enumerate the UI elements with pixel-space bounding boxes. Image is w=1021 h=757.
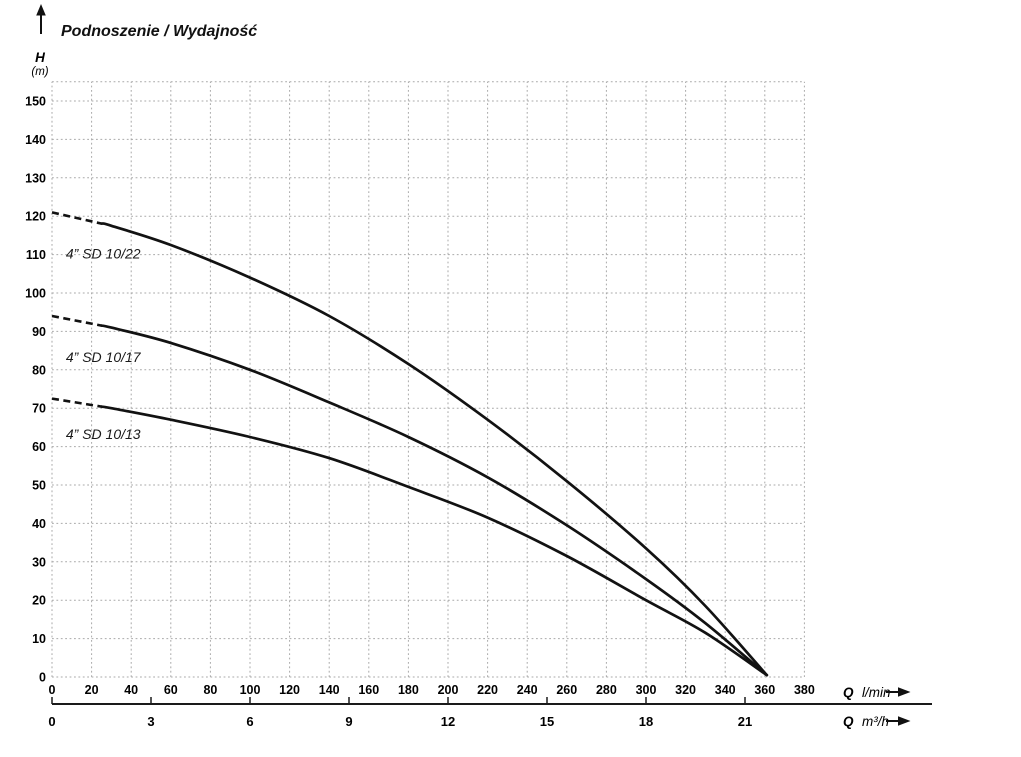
x-tick-label-m3h: 21 <box>738 714 752 729</box>
x-tick-label-lmin: 160 <box>358 683 379 697</box>
x-tick-label-lmin: 380 <box>794 683 815 697</box>
svg-text:Q l/min: Q l/min <box>843 684 890 701</box>
x-tick-label-lmin: 80 <box>203 683 217 697</box>
y-tick-label: 20 <box>32 594 46 608</box>
up-arrow-icon <box>36 4 46 16</box>
right-arrow-icon <box>898 716 911 726</box>
y-tick-label: 140 <box>25 133 46 147</box>
y-tick-label: 120 <box>25 210 46 224</box>
y-axis-title: H (m) <box>31 50 48 78</box>
grid <box>51 81 805 678</box>
x-axis-secondary-unit: Q m³/h <box>843 713 911 730</box>
pump-curve <box>100 222 769 677</box>
y-tick-label: 30 <box>32 555 46 569</box>
x-tick-label-lmin: 240 <box>517 683 538 697</box>
x-tick-labels-lmin: 0 20 40 60 80 100 120 140 160 180 200 220 240 260 280 3… <box>49 683 815 697</box>
curve-dashed-segment <box>51 397 102 408</box>
x-tick-labels-m3h: 0 3 6 9 12 15 18 21 <box>48 714 752 729</box>
y-tick-label: 50 <box>32 479 46 493</box>
x-axis-primary-unit: Q l/min <box>843 684 911 701</box>
x-tick-label-lmin: 0 <box>49 683 56 697</box>
y-tick-label: 100 <box>25 287 46 301</box>
pump-curve <box>100 405 769 677</box>
x-tick-label-m3h: 6 <box>246 714 253 729</box>
y-axis-symbol: H <box>35 50 45 65</box>
x-tick-label-lmin: 100 <box>240 683 261 697</box>
curve-label: 4” SD 10/22 <box>66 245 141 261</box>
x-tick-label-m3h: 9 <box>345 714 352 729</box>
x-tick-label-m3h: 12 <box>441 714 455 729</box>
x-tick-label-lmin: 40 <box>124 683 138 697</box>
x1-unit-text: l/min <box>862 685 891 700</box>
pump-curves <box>51 211 769 677</box>
curve-dashed-segment <box>51 211 102 225</box>
y-axis-unit: (m) <box>31 66 48 78</box>
y-tick-label: 80 <box>32 363 46 377</box>
secondary-axis <box>51 697 932 705</box>
y-tick-label: 110 <box>26 248 46 262</box>
curve-label: 4” SD 10/17 <box>66 349 142 365</box>
x-tick-label-lmin: 360 <box>754 683 775 697</box>
x-tick-label-lmin: 260 <box>556 683 577 697</box>
x-tick-label-m3h: 15 <box>540 714 554 729</box>
y-tick-label: 130 <box>25 171 46 185</box>
x-tick-label-lmin: 60 <box>164 683 178 697</box>
y-tick-label: 90 <box>32 325 46 339</box>
curve-labels: 4” SD 10/22 4” SD 10/17 4” SD 10/13 <box>66 245 142 441</box>
x2-unit-symbol: Q <box>843 714 854 729</box>
x-tick-label-lmin: 320 <box>675 683 696 697</box>
y-tick-labels: 0 10 20 30 40 50 60 70 80 90 100 110 120 130 140 150 <box>25 95 46 685</box>
y-tick-label: 70 <box>32 402 46 416</box>
y-tick-label: 40 <box>32 517 46 531</box>
x-tick-label-lmin: 200 <box>438 683 459 697</box>
x-tick-label-m3h: 0 <box>48 714 55 729</box>
x-tick-label-lmin: 180 <box>398 683 419 697</box>
pump-curve <box>100 324 769 677</box>
x-tick-label-m3h: 18 <box>639 714 653 729</box>
right-arrow-icon <box>898 687 911 697</box>
y-tick-label: 10 <box>32 632 46 646</box>
x-tick-label-lmin: 120 <box>279 683 300 697</box>
x-tick-label-lmin: 300 <box>636 683 657 697</box>
x-tick-label-lmin: 220 <box>477 683 498 697</box>
y-tick-label: 60 <box>32 440 46 454</box>
y-tick-label: 0 <box>39 671 46 685</box>
x-tick-label-lmin: 340 <box>715 683 736 697</box>
chart-header: Podnoszenie / Wydajność <box>36 4 257 40</box>
x-tick-label-lmin: 140 <box>319 683 340 697</box>
x2-unit-text: m³/h <box>862 714 889 729</box>
x-tick-label-lmin: 20 <box>85 683 99 697</box>
curve-label: 4” SD 10/13 <box>66 426 141 442</box>
x1-unit-symbol: Q <box>843 685 854 700</box>
curve-dashed-segment <box>51 314 102 327</box>
svg-text:Q m³/h: Q m³/h <box>843 713 889 730</box>
y-tick-label: 150 <box>25 95 46 109</box>
chart-title: Podnoszenie / Wydajność <box>61 23 257 40</box>
x-tick-label-lmin: 280 <box>596 683 617 697</box>
x-tick-label-m3h: 3 <box>147 714 154 729</box>
